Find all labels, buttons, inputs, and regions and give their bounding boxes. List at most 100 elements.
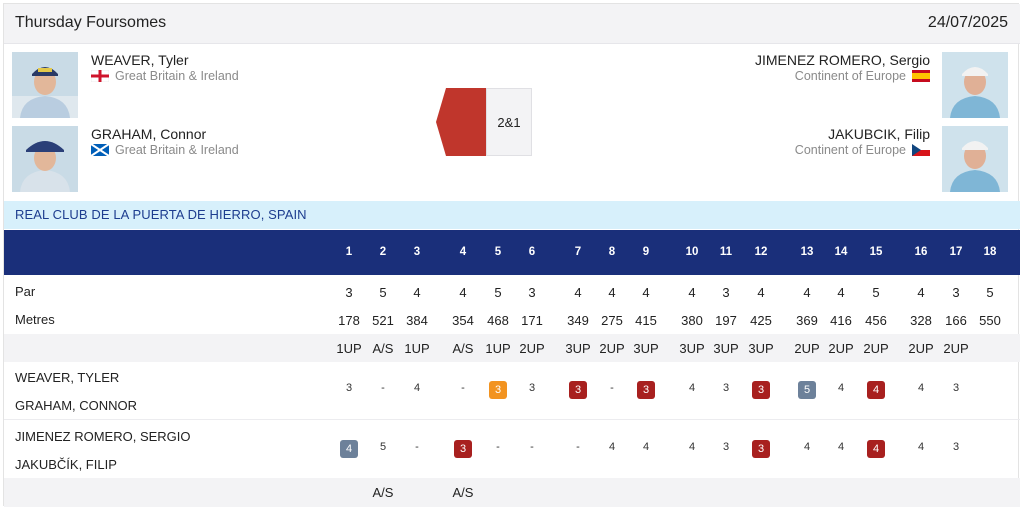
score-value: 3 [528, 382, 536, 394]
player-team-graham: Great Britain & Ireland [91, 143, 239, 157]
score-value: 5 [379, 441, 387, 453]
par-value: 4 [608, 285, 616, 300]
metres-row: Metres 178 521 384 354 468 171 349 275 415 380 197… [4, 309, 1020, 337]
match-status: 1UP [485, 341, 511, 356]
hole-score: 3 [939, 441, 973, 453]
metres-value: 380 [681, 313, 703, 328]
score-value: 4 [803, 441, 811, 453]
match-status-row-bottom: A/S A/S [4, 478, 1020, 507]
hole-number: 14 [834, 246, 848, 258]
par-value: 4 [642, 285, 650, 300]
par-value: 4 [837, 285, 845, 300]
team-name: Continent of Europe [794, 143, 906, 157]
match-status: 3UP [713, 341, 739, 356]
match-result: 2&1 [436, 88, 532, 156]
par-value: 4 [688, 285, 696, 300]
par-value: 4 [459, 285, 467, 300]
hole-score: 4 [629, 441, 663, 453]
match-status: 3UP [679, 341, 705, 356]
score-value: 4 [867, 381, 885, 399]
hole-score: 3 [481, 381, 515, 399]
score-value: 3 [454, 440, 472, 458]
hole-score: 4 [904, 441, 938, 453]
hole-number: 17 [949, 246, 963, 258]
par-value: 4 [917, 285, 925, 300]
player-team-jakubcik: Continent of Europe [795, 143, 930, 157]
match-status: A/S [452, 485, 474, 500]
hole-number: 1 [345, 246, 353, 258]
hole-score: - [366, 382, 400, 394]
hole-score: 4 [859, 381, 893, 399]
metres-value: 425 [750, 313, 772, 328]
team-name: Great Britain & Ireland [115, 69, 239, 83]
match-status: 3UP [748, 341, 774, 356]
match-status: 3UP [565, 341, 591, 356]
metres-value: 415 [635, 313, 657, 328]
score-value: 3 [952, 382, 960, 394]
score-value: 3 [345, 382, 353, 394]
winner-arrow-icon [436, 88, 488, 156]
par-value: 3 [528, 285, 536, 300]
metres-label: Metres [15, 312, 55, 327]
par-value: 4 [803, 285, 811, 300]
hole-score: 3 [515, 382, 549, 394]
par-row: Par 3 5 4 4 5 3 4 4 4 4 3 4 4 4 5 4 3 5 [4, 281, 1020, 309]
score-value: 4 [688, 382, 696, 394]
player-photo-jimenez [942, 52, 1008, 118]
metres-value: 166 [945, 313, 967, 328]
match-title: Thursday Foursomes [15, 14, 167, 31]
venue-name: REAL CLUB DE LA PUERTA DE HIERRO, SPAIN [15, 207, 307, 222]
player-name-jimenez: JIMENEZ ROMERO, Sergio [754, 52, 930, 68]
metres-value: 354 [452, 313, 474, 328]
par-value: 3 [952, 285, 960, 300]
score-value: - [381, 382, 385, 394]
match-status: 3UP [633, 341, 659, 356]
match-status: 2UP [599, 341, 625, 356]
par-value: 4 [574, 285, 582, 300]
score-value: 3 [489, 381, 507, 399]
england-flag-icon [91, 70, 109, 82]
hole-number: 4 [459, 246, 467, 258]
score-value: - [461, 382, 465, 394]
scotland-flag-icon [91, 144, 109, 156]
hole-score: 3 [939, 382, 973, 394]
hole-number: 15 [869, 246, 883, 258]
player-photo-graham [12, 126, 78, 192]
hole-score: - [446, 382, 480, 394]
par-value: 5 [494, 285, 502, 300]
score-value: 4 [413, 382, 421, 394]
team-a-row: WEAVER, TYLER GRAHAM, CONNOR 3 - 4 - 3 3 3 - 3 4 3… [4, 361, 1020, 419]
team-a-player-2: GRAHAM, CONNOR [15, 398, 138, 413]
score-value: - [610, 382, 614, 394]
hole-number: 10 [685, 246, 699, 258]
hole-score: 3 [744, 381, 778, 399]
metres-value: 384 [406, 313, 428, 328]
hole-score: 4 [824, 441, 858, 453]
metres-value: 416 [830, 313, 852, 328]
score-value: 3 [569, 381, 587, 399]
score-value: 4 [867, 440, 885, 458]
match-card: Thursday Foursomes 24/07/2025 WEAVER, Ty… [3, 3, 1020, 507]
hole-score: 3 [332, 382, 366, 394]
hole-number: 18 [983, 246, 997, 258]
hole-number: 9 [642, 246, 650, 258]
spain-flag-icon [912, 70, 930, 82]
team-name: Great Britain & Ireland [115, 143, 239, 157]
player-name-weaver: WEAVER, Tyler [91, 52, 189, 68]
score-value: 4 [688, 441, 696, 453]
hole-score: - [561, 441, 595, 453]
player-photo-jakubcik [942, 126, 1008, 192]
hole-score: 4 [675, 441, 709, 453]
par-label: Par [15, 284, 36, 299]
metres-value: 275 [601, 313, 623, 328]
par-value: 5 [872, 285, 880, 300]
player-team-jimenez: Continent of Europe [795, 69, 930, 83]
par-value: 3 [345, 285, 353, 300]
match-status: 2UP [908, 341, 934, 356]
metres-value: 171 [521, 313, 543, 328]
hole-score: 5 [790, 381, 824, 399]
hole-score: 4 [859, 440, 893, 458]
score-value: - [415, 441, 419, 453]
player-name-jakubcik: JAKUBCIK, Filip [828, 126, 930, 142]
score-value: 4 [642, 441, 650, 453]
